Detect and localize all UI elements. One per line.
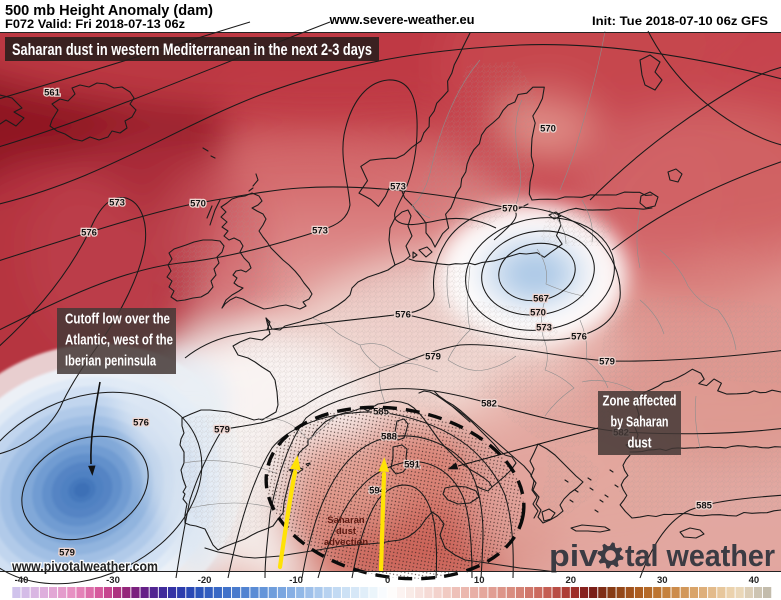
svg-text:576: 576 — [395, 310, 411, 321]
svg-text:-40: -40 — [15, 575, 29, 586]
svg-text:tal weather: tal weather — [625, 538, 775, 573]
svg-text:585: 585 — [696, 501, 713, 512]
svg-text:573: 573 — [390, 182, 406, 193]
svg-text:-10: -10 — [289, 575, 303, 586]
svg-text:40: 40 — [749, 575, 760, 586]
svg-text:advection: advection — [324, 537, 369, 548]
svg-text:500 mb Height Anomaly (dam): 500 mb Height Anomaly (dam) — [5, 3, 213, 19]
svg-text:576: 576 — [81, 228, 97, 239]
svg-text:0: 0 — [385, 575, 390, 586]
svg-text:576: 576 — [571, 332, 587, 343]
svg-text:-30: -30 — [106, 575, 120, 586]
svg-text:Init: Tue 2018-07-10 06z GFS: Init: Tue 2018-07-10 06z GFS — [592, 16, 768, 28]
svg-text:573: 573 — [536, 323, 552, 334]
svg-text:Zone affected: Zone affected — [603, 393, 677, 410]
svg-text:570: 570 — [190, 199, 206, 210]
svg-text:30: 30 — [657, 575, 668, 586]
svg-text:Iberian peninsula: Iberian peninsula — [65, 353, 156, 370]
svg-text:www.severe-weather.eu: www.severe-weather.eu — [329, 12, 475, 27]
svg-text:dust: dust — [336, 526, 357, 537]
svg-text:F072 Valid: Fri 2018-07-13 06z: F072 Valid: Fri 2018-07-13 06z — [5, 19, 185, 31]
svg-text:582: 582 — [481, 399, 497, 410]
svg-text:www.pivotalweather.com: www.pivotalweather.com — [11, 559, 158, 574]
svg-text:570: 570 — [502, 204, 518, 215]
svg-text:dust: dust — [628, 435, 652, 452]
svg-text:-20: -20 — [198, 575, 212, 586]
svg-text:579: 579 — [425, 352, 441, 363]
svg-text:by Saharan: by Saharan — [611, 414, 669, 431]
svg-text:Atlantic, west of the: Atlantic, west of the — [65, 332, 173, 349]
svg-text:20: 20 — [566, 575, 577, 586]
svg-text:579: 579 — [599, 357, 615, 368]
svg-text:Cutoff low over the: Cutoff low over the — [65, 311, 170, 328]
svg-text:10: 10 — [474, 575, 485, 586]
svg-text:573: 573 — [312, 226, 328, 237]
svg-text:579: 579 — [59, 548, 75, 559]
svg-text:Saharan: Saharan — [327, 515, 365, 526]
svg-text:570: 570 — [530, 308, 546, 319]
svg-text:576: 576 — [133, 418, 149, 429]
svg-text:567: 567 — [533, 294, 549, 305]
svg-text:570: 570 — [540, 124, 556, 135]
svg-text:579: 579 — [214, 425, 230, 436]
svg-text:573: 573 — [109, 198, 125, 209]
svg-text:561: 561 — [44, 88, 61, 99]
svg-text:Saharan dust in western Medite: Saharan dust in western Mediterranean in… — [12, 41, 372, 59]
svg-text:piv: piv — [549, 538, 599, 573]
